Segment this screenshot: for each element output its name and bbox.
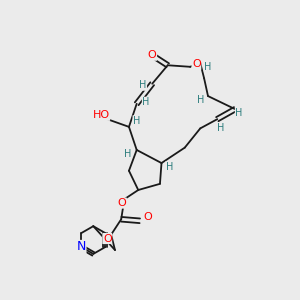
Text: O: O [103,233,112,244]
Text: H: H [139,80,147,90]
Text: H: H [166,162,173,172]
Text: H: H [133,116,140,126]
Text: O: O [148,50,157,60]
Text: O: O [192,59,201,70]
Text: O: O [118,198,126,208]
Text: N: N [76,241,86,254]
Text: O: O [143,212,152,222]
Text: H: H [218,123,225,134]
Text: H: H [204,62,212,72]
Text: H: H [235,108,243,118]
Text: H: H [196,95,204,105]
Text: H: H [142,97,150,107]
Text: HO: HO [92,110,110,120]
Text: H: H [124,149,131,159]
